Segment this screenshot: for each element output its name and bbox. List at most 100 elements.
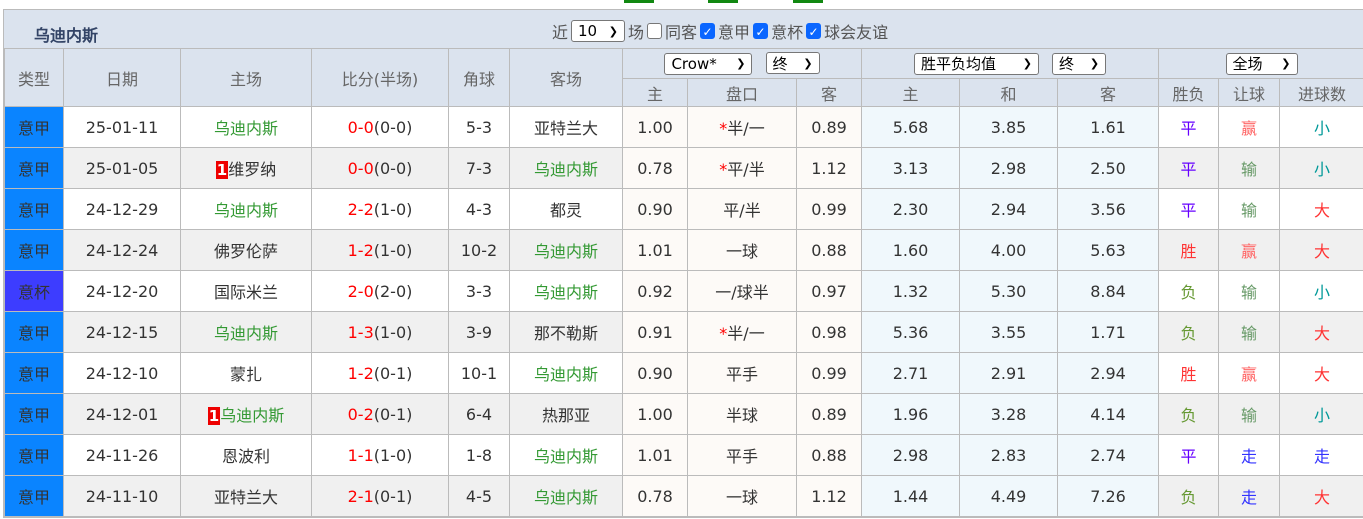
period-value: 全场 [1232, 55, 1263, 73]
match-type[interactable]: 意甲 [4, 147, 64, 189]
ah-away-odds: 0.89 [796, 106, 862, 148]
match-type[interactable]: 意杯 [4, 270, 64, 312]
match-type[interactable]: 意甲 [4, 188, 64, 230]
match-count-select[interactable]: 10 ❯ [571, 20, 626, 42]
away-team[interactable]: 那不勒斯 [509, 311, 623, 353]
match-score[interactable]: 0-0(0-0) [311, 106, 449, 148]
ah-line: *平/半 [687, 147, 797, 189]
eu-home-odds: 1.96 [861, 393, 960, 435]
col-date: 日期 [63, 48, 181, 107]
eu-draw-odds: 2.98 [959, 147, 1058, 189]
away-team[interactable]: 乌迪内斯 [509, 352, 623, 394]
wl-result: 胜 [1158, 229, 1220, 271]
hcap-result: 走 [1218, 434, 1281, 476]
match-type[interactable]: 意甲 [4, 352, 64, 394]
same-away-checkbox[interactable] [647, 23, 663, 39]
eu-draw-odds: 4.49 [959, 475, 1058, 517]
ah-line: 一球 [687, 475, 797, 517]
match-score[interactable]: 2-0(2-0) [311, 270, 449, 312]
company-select[interactable]: Crow* ❯ [664, 52, 753, 75]
eu-away-odds: 8.84 [1056, 270, 1160, 312]
eu-away-odds: 2.50 [1056, 147, 1160, 189]
home-team[interactable]: 乌迪内斯 [180, 106, 312, 148]
wl-value: 平 [1180, 201, 1197, 220]
match-score[interactable]: 1-3(1-0) [311, 311, 449, 353]
avg-time-select[interactable]: 终 ❯ [1052, 52, 1107, 75]
home-team[interactable]: 乌迪内斯 [180, 188, 312, 230]
league-label: 球会友谊 [824, 23, 889, 42]
period-select[interactable]: 全场 ❯ [1225, 52, 1298, 75]
average-value: 胜平负均值 [920, 55, 996, 73]
match-type[interactable]: 意甲 [4, 434, 64, 476]
wl-result: 平 [1158, 188, 1220, 230]
away-team[interactable]: 亚特兰大 [509, 106, 623, 148]
away-team[interactable]: 乌迪内斯 [509, 147, 623, 189]
away-team[interactable]: 乌迪内斯 [509, 270, 623, 312]
match-type[interactable]: 意甲 [4, 311, 64, 353]
corner-count: 4-5 [448, 475, 510, 517]
ah-line: 一/球半 [687, 270, 797, 312]
full-score: 0-0 [347, 117, 374, 137]
eu-home-odds: 1.60 [861, 229, 960, 271]
match-score[interactable]: 2-2(1-0) [311, 188, 449, 230]
away-team[interactable]: 乌迪内斯 [509, 229, 623, 271]
odds-time-select[interactable]: 终 ❯ [765, 52, 820, 75]
goals-result: 大 [1279, 188, 1363, 230]
ah-star: * [719, 324, 728, 343]
col-hcap: 让球 [1218, 78, 1281, 107]
match-row: 意甲 24-12-01 1乌迪内斯 0-2(0-1) 6-4 热那亚 1.00 … [4, 393, 1363, 435]
full-score: 1-1 [347, 445, 374, 465]
match-date: 24-11-26 [63, 434, 181, 476]
company-value: Crow* [671, 54, 717, 73]
count-suffix: 场 [628, 23, 645, 42]
eu-home-odds: 1.32 [861, 270, 960, 312]
corner-count: 10-1 [448, 352, 510, 394]
away-team[interactable]: 热那亚 [509, 393, 623, 435]
hcap-value: 赢 [1241, 365, 1258, 384]
home-team[interactable]: 1乌迪内斯 [180, 393, 312, 435]
corner-count: 6-4 [448, 393, 510, 435]
ah-line-value: 半/一 [727, 119, 765, 138]
col-eu-home: 主 [861, 78, 960, 107]
eu-home-odds: 2.98 [861, 434, 960, 476]
home-team[interactable]: 蒙扎 [180, 352, 312, 394]
match-type[interactable]: 意甲 [4, 475, 64, 517]
corner-count: 1-8 [448, 434, 510, 476]
match-type[interactable]: 意甲 [4, 106, 64, 148]
chevron-down-icon: ❯ [608, 24, 619, 38]
league-label: 意杯 [771, 23, 804, 42]
match-score[interactable]: 1-2(0-1) [311, 352, 449, 394]
average-select[interactable]: 胜平负均值 ❯ [913, 52, 1039, 75]
match-score[interactable]: 0-0(0-0) [311, 147, 449, 189]
match-type[interactable]: 意甲 [4, 229, 64, 271]
match-type[interactable]: 意甲 [4, 393, 64, 435]
col-away: 客场 [509, 48, 623, 107]
away-team[interactable]: 乌迪内斯 [509, 475, 623, 517]
home-team[interactable]: 亚特兰大 [180, 475, 312, 517]
away-team[interactable]: 乌迪内斯 [509, 434, 623, 476]
home-team[interactable]: 1维罗纳 [180, 147, 312, 189]
away-team[interactable]: 都灵 [509, 188, 623, 230]
goals-value: 大 [1314, 201, 1331, 220]
league-checkbox-coppa[interactable]: ✓ [753, 23, 769, 39]
hcap-value: 输 [1241, 324, 1258, 343]
home-team[interactable]: 佛罗伦萨 [180, 229, 312, 271]
home-team[interactable]: 恩波利 [180, 434, 312, 476]
match-score[interactable]: 1-1(1-0) [311, 434, 449, 476]
home-team[interactable]: 乌迪内斯 [180, 311, 312, 353]
eu-away-odds: 4.14 [1056, 393, 1160, 435]
red-card-badge: 1 [215, 161, 229, 179]
match-score[interactable]: 0-2(0-1) [311, 393, 449, 435]
eu-home-odds: 5.36 [861, 311, 960, 353]
ah-home-odds: 1.01 [622, 434, 688, 476]
match-score[interactable]: 1-2(1-0) [311, 229, 449, 271]
away-team-name: 乌迪内斯 [533, 365, 598, 384]
hcap-value: 走 [1241, 447, 1258, 466]
ah-away-odds: 1.12 [796, 147, 862, 189]
goals-result: 走 [1279, 434, 1363, 476]
league-checkbox-serie-a[interactable]: ✓ [700, 23, 716, 39]
match-score[interactable]: 2-1(0-1) [311, 475, 449, 517]
home-team-name: 蒙扎 [229, 365, 262, 384]
home-team[interactable]: 国际米兰 [180, 270, 312, 312]
league-checkbox-friendly[interactable]: ✓ [806, 23, 822, 39]
